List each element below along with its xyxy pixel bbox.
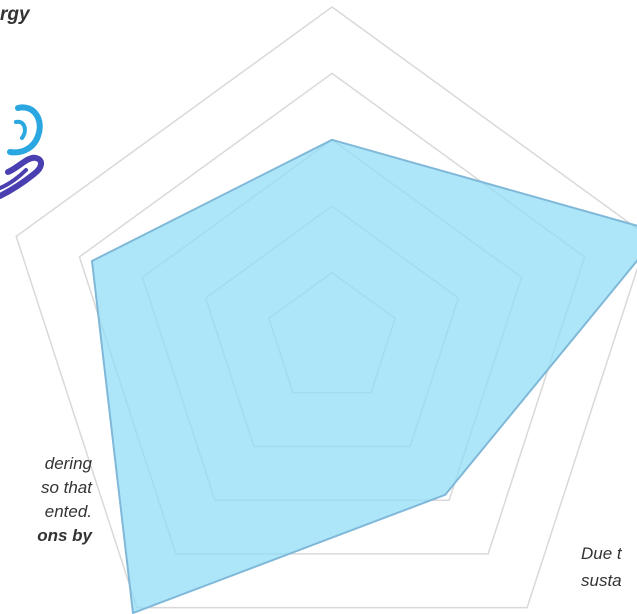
radar-ring [15,6,637,609]
radar-series-area [90,138,637,614]
radar-data [90,138,637,614]
right-text-line: Due t [581,544,622,563]
hand-icon-ring-inner [14,119,27,140]
left-text-line: dering [44,454,92,473]
left-text-line: ented. [44,502,92,521]
hand-icon-palm [0,154,44,199]
cropped-left-paragraph: dering so that ented. ons by [37,452,92,548]
cropped-title-text: rgy [0,4,30,25]
left-text-line-bold: ons by [37,526,92,545]
cropped-right-paragraph: Due t susta [581,540,622,594]
hand-icon-ring [7,104,43,156]
right-text-line: susta [581,571,622,590]
hand-icon [0,104,44,199]
left-text-line: so that [40,478,92,497]
hand-icon-finger [0,168,28,190]
